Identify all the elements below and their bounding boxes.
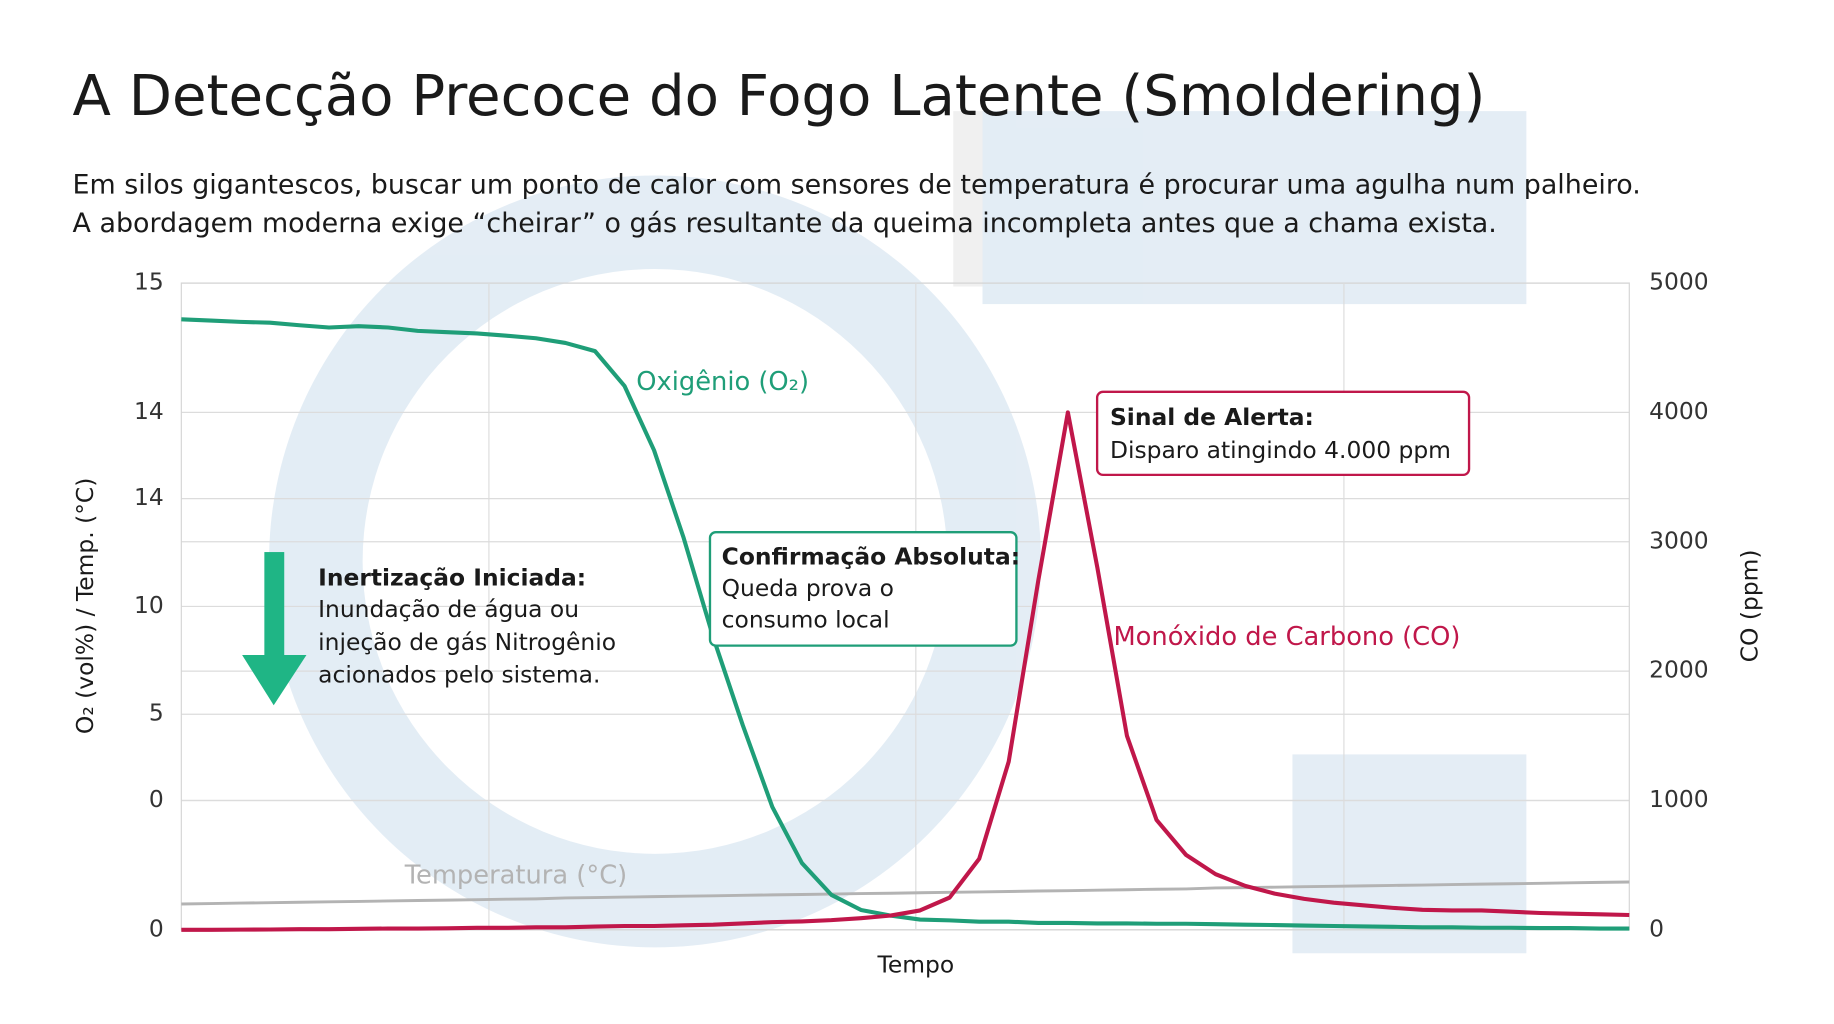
y-tick-label: 14 bbox=[134, 397, 164, 425]
annotation-text: consumo local bbox=[722, 606, 890, 634]
annotation-title: Confirmação Absoluta: bbox=[722, 542, 1020, 570]
series-label: Monóxido de Carbono (CO) bbox=[1113, 622, 1460, 652]
chart-title: A Detecção Precoce do Fogo Latente (Smol… bbox=[73, 64, 1486, 129]
series-line bbox=[181, 317, 1630, 931]
y2-tick-label: 4000 bbox=[1649, 397, 1709, 425]
subtitle: Em silos gigantescos, buscar um ponto de… bbox=[73, 169, 1641, 200]
arrow-head bbox=[242, 654, 307, 706]
y2-tick-label: 0 bbox=[1649, 914, 1664, 942]
annotation-box bbox=[1095, 390, 1471, 477]
series-line bbox=[181, 880, 1630, 906]
y-tick-label: 0 bbox=[149, 785, 164, 813]
series-label: Temperatura (°C) bbox=[404, 861, 627, 891]
series-line bbox=[181, 410, 1630, 932]
y2-tick-label: 3000 bbox=[1649, 526, 1709, 554]
annotation-text: Queda prova o bbox=[722, 574, 894, 602]
annotation-title: Inertização Iniciada: bbox=[318, 563, 586, 591]
y2-tick-label: 1000 bbox=[1649, 785, 1709, 813]
y-tick-label: 0 bbox=[149, 914, 164, 942]
x-axis-label: Tempo bbox=[877, 951, 955, 979]
annotation-text: injeção de gás Nitrogênio bbox=[318, 628, 616, 656]
watermark bbox=[269, 111, 1527, 954]
subtitle: A abordagem moderna exige “cheirar” o gá… bbox=[73, 208, 1497, 239]
annotation: Inertização Iniciada: Inundação de água … bbox=[242, 552, 616, 706]
annotation-box bbox=[708, 531, 1018, 647]
arrow-shaft bbox=[264, 552, 285, 658]
plot-frame bbox=[180, 282, 1630, 931]
y-tick-label: 14 bbox=[134, 483, 164, 511]
annotation: Confirmação Absoluta: Queda prova o cons… bbox=[708, 531, 1020, 647]
y-tick-label: 5 bbox=[149, 699, 164, 727]
y2-tick-label: 5000 bbox=[1649, 268, 1709, 296]
y-tick-label: 10 bbox=[134, 591, 164, 619]
series-group: Temperatura (°C) Oxigênio (O₂) Monóxido de… bbox=[181, 317, 1630, 932]
annotation-title: Sinal de Alerta: bbox=[1110, 403, 1314, 431]
annotation-text: Disparo atingindo 4.000 ppm bbox=[1110, 436, 1451, 464]
y-tick-label: 15 bbox=[134, 268, 164, 296]
y2-tick-label: 2000 bbox=[1649, 656, 1709, 684]
annotation-text: acionados pelo sistema. bbox=[318, 661, 600, 689]
annotation-text: Inundação de água ou bbox=[318, 595, 579, 623]
series-label: Oxigênio (O₂) bbox=[636, 367, 809, 397]
y-axis-label: O₂ (vol%) / Temp. (°C) bbox=[71, 478, 99, 734]
y2-axis-label: CO (ppm) bbox=[1735, 549, 1763, 662]
annotation: Sinal de Alerta: Disparo atingindo 4.000… bbox=[1095, 390, 1471, 477]
